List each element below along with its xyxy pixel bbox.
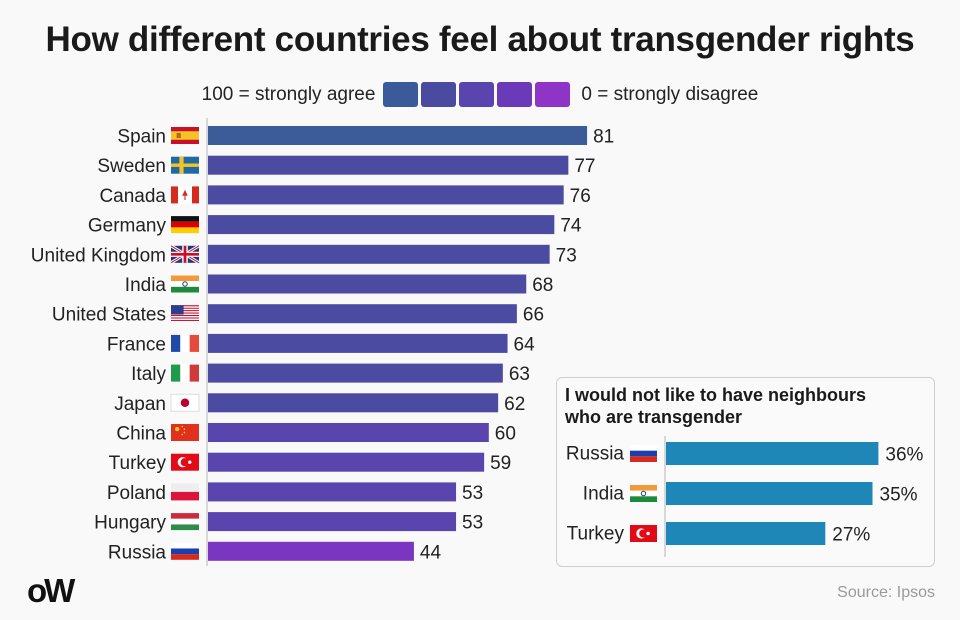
data-label: 60 — [495, 424, 516, 445]
inset-category-label: Turkey — [567, 524, 625, 545]
chart-title: How different countries feel about trans… — [45, 20, 915, 59]
flag-china-icon — [171, 424, 199, 441]
flag-canada-icon — [171, 186, 199, 204]
inset-category-label: Russia — [566, 444, 625, 465]
category-label: India — [125, 275, 167, 296]
inset-title: I would not like to have neighbours who … — [565, 384, 925, 428]
data-label: 73 — [556, 245, 577, 266]
bar — [208, 155, 569, 175]
legend-right-label: 0 = strongly disagree — [581, 83, 759, 105]
flag-india-icon — [171, 275, 199, 293]
legend-swatch-4 — [535, 82, 571, 107]
category-label: Russia — [108, 542, 167, 563]
inset-bar — [666, 442, 879, 465]
legend-swatch-2 — [459, 82, 495, 107]
inset-title-line1: I would not like to have neighbours — [565, 385, 867, 405]
bar — [208, 215, 555, 235]
inset-data-label: 36% — [885, 445, 923, 466]
category-label: Japan — [114, 394, 166, 415]
legend-swatches — [383, 82, 573, 107]
category-label: Italy — [131, 364, 166, 385]
bar — [208, 304, 517, 324]
flag-russia-icon — [171, 542, 199, 560]
category-label: United Kingdom — [31, 245, 166, 266]
flag-india-icon — [630, 485, 657, 502]
data-label: 63 — [509, 364, 530, 385]
category-label: Canada — [99, 186, 166, 207]
legend-left-label: 100 = strongly agree — [201, 83, 376, 105]
category-label: Hungary — [94, 513, 166, 534]
data-label: 66 — [523, 305, 544, 326]
category-label: France — [107, 334, 166, 355]
category-label: Sweden — [97, 156, 166, 177]
category-label: China — [116, 424, 166, 445]
bar — [208, 393, 499, 413]
inset-data-label: 35% — [880, 485, 918, 506]
data-label: 62 — [504, 394, 525, 415]
brand-logo: oW — [27, 572, 75, 609]
data-label: 76 — [570, 186, 591, 207]
inset-title-line2: who are transgender — [565, 407, 743, 427]
data-label: 68 — [532, 275, 553, 296]
inset-category-label: India — [583, 484, 625, 505]
bar — [208, 482, 457, 502]
data-label: 77 — [574, 156, 595, 177]
bar — [208, 541, 414, 561]
bar — [208, 126, 588, 145]
flag-poland-icon — [171, 483, 199, 501]
source-note: Source: Ipsos — [837, 584, 935, 601]
bar — [208, 423, 489, 442]
data-label: 64 — [514, 334, 536, 355]
data-label: 74 — [560, 216, 582, 237]
category-label: Turkey — [109, 453, 167, 474]
bar — [208, 512, 457, 532]
bar — [208, 185, 564, 205]
legend-swatch-3 — [497, 82, 533, 107]
data-label: 53 — [462, 483, 483, 504]
data-label: 59 — [490, 453, 511, 474]
flag-russia-icon — [630, 445, 657, 462]
flag-germany-icon — [171, 216, 199, 234]
legend-swatch-0 — [383, 82, 419, 107]
flag-spain-icon — [171, 127, 199, 144]
data-label: 53 — [462, 513, 483, 534]
flag-uk-icon — [170, 244, 200, 265]
inset-bar — [666, 482, 873, 505]
category-label: Spain — [117, 127, 166, 148]
bar — [208, 363, 503, 383]
category-label: Poland — [107, 483, 166, 504]
color-legend: 100 = strongly agree 0 = strongly disagr… — [0, 82, 960, 107]
data-label: 81 — [593, 127, 614, 148]
bar — [208, 333, 508, 353]
flag-turkey-icon — [630, 525, 657, 542]
category-label: Germany — [88, 216, 167, 237]
flag-hungary-icon — [171, 513, 199, 531]
legend-swatch-1 — [421, 82, 457, 107]
flag-sweden-icon — [171, 156, 199, 174]
flag-turkey-icon — [171, 453, 199, 471]
bar — [208, 274, 527, 294]
data-label: 44 — [420, 542, 442, 563]
flag-france-icon — [171, 334, 199, 352]
inset-data-label: 27% — [832, 525, 870, 546]
flag-italy-icon — [171, 364, 199, 382]
bar — [208, 244, 550, 264]
inset-bar — [666, 522, 826, 545]
flag-usa-icon — [171, 305, 199, 323]
category-label: United States — [52, 305, 166, 326]
flag-japan-icon — [170, 393, 200, 412]
bar — [208, 452, 485, 472]
